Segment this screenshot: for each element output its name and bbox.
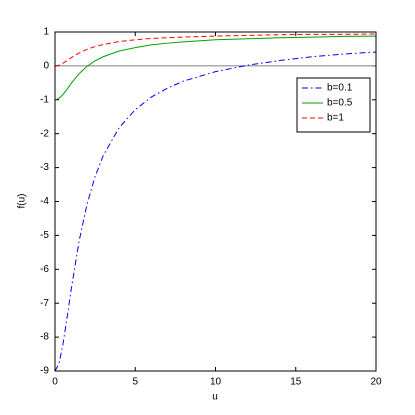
y-tick-label: -2 [40,128,49,139]
y-tick-label: -4 [40,196,49,207]
y-tick-label: -7 [40,298,49,309]
plot-frame [54,31,377,372]
x-tick-label: 10 [210,377,222,388]
series-line [54,33,377,67]
y-tick-label: 0 [43,61,49,72]
x-tick-label: 0 [52,377,58,388]
series-line [54,35,377,101]
y-tick-label: -8 [40,332,49,343]
x-tick-label: 20 [370,377,382,388]
x-tick-label: 15 [290,377,302,388]
y-tick-label: -3 [40,162,49,173]
y-tick-label: 1 [43,27,49,38]
legend-box [296,77,371,133]
series-line [54,51,377,372]
y-tick-label: -5 [40,230,49,241]
legend-label: b=0.1 [327,83,353,94]
y-tick-label: -9 [40,366,49,377]
x-axis-label: u [212,392,218,403]
legend-label: b=1 [327,113,344,124]
x-tick-label: 5 [132,377,138,388]
y-tick-label: -1 [40,94,49,105]
legend-label: b=0.5 [327,98,353,109]
y-tick-label: -6 [40,264,49,275]
y-axis-label: f(u) [17,194,28,209]
